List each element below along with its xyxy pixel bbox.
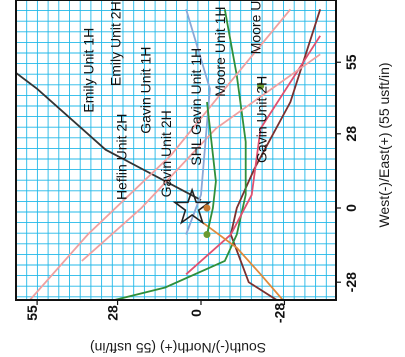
well-label-6: Gavin Unit 2H <box>254 76 270 163</box>
series-line-7 <box>185 9 211 235</box>
x-tick-labels: -28 0 28 55 <box>336 54 359 292</box>
series-line-0 <box>229 9 322 300</box>
y-tick-label-0: 55 <box>24 305 40 321</box>
x-tick-label-0: -28 <box>343 272 359 292</box>
markers-layer <box>172 82 265 238</box>
y-axis-label: South(-)/North(+) (55 usft/in) <box>90 340 266 356</box>
series-line-1 <box>110 9 247 300</box>
well-point-marker-2 <box>203 231 211 238</box>
well-label-2: Emily Unit 2H <box>108 1 124 86</box>
series-line-2 <box>185 35 321 275</box>
y-tick-labels: 55 28 0 -28 <box>24 300 287 323</box>
x-axis-label: West(-)/East(+) (55 usft/in) <box>376 62 392 227</box>
series-line-5 <box>28 8 292 300</box>
well-label-0: Moore Unit 2H <box>248 0 264 54</box>
series-line-8 <box>206 101 217 235</box>
well-label-3: Emily Unit 1H <box>81 28 97 113</box>
grid <box>15 0 336 300</box>
series-layer <box>16 8 322 300</box>
series-line-4 <box>16 71 202 201</box>
series-line-6 <box>81 53 321 262</box>
y-tick-label-1: 28 <box>105 305 121 321</box>
y-tick-label-3: -28 <box>271 303 287 323</box>
y-tick-label-2: 0 <box>188 309 204 317</box>
well-label-7: Heflin Unit 2H <box>114 114 130 200</box>
well-point-marker-1 <box>203 204 211 212</box>
surface-location-star-marker <box>172 187 212 225</box>
series-line-3 <box>200 220 285 300</box>
well-labels-layer: Moore Unit 2H Moore Unit 1H Emily Unit 2H E… <box>81 0 270 200</box>
well-point-marker-3 <box>257 82 265 90</box>
x-tick-label-1: 0 <box>343 204 359 212</box>
well-label-5: SHL Gavin Unit 1H <box>188 48 204 166</box>
well-label-4: Gavin Unit 1H <box>137 47 153 134</box>
plot-frame <box>15 0 337 301</box>
well-label-8: Gavin Unit 2H <box>158 110 174 197</box>
well-label-1: Moore Unit 1H <box>212 6 228 96</box>
x-tick-label-2: 28 <box>343 126 359 142</box>
x-tick-label-3: 55 <box>343 54 359 70</box>
